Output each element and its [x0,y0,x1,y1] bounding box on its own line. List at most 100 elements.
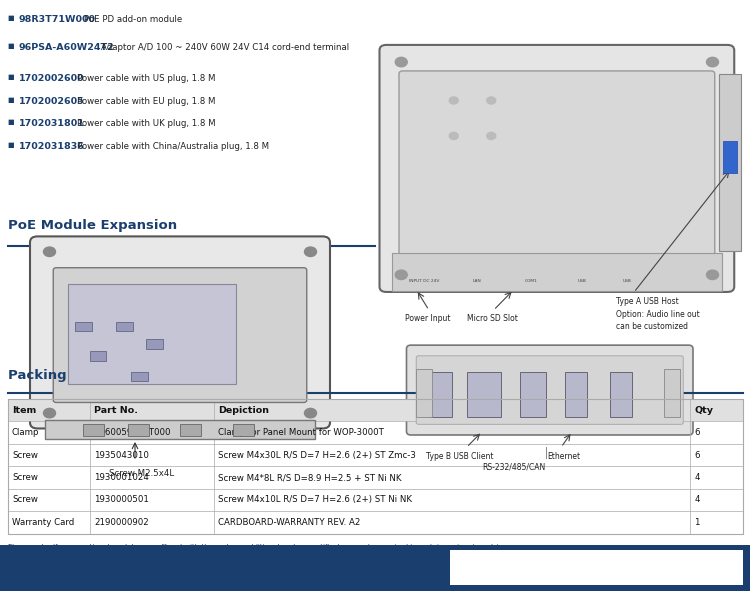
Text: Screw: Screw [12,450,38,460]
Text: Packing List: Packing List [8,369,98,382]
Text: Part No.: Part No. [94,405,139,415]
Text: Depiction: Depiction [218,405,269,415]
Text: 1960059571T000: 1960059571T000 [94,428,171,437]
Text: Screw: Screw [12,495,38,505]
Text: 1702031836: 1702031836 [19,142,85,151]
Text: Item: Item [12,405,36,415]
Bar [718,74,741,251]
Text: Type A USB Host: Type A USB Host [616,297,680,306]
Bar [8,399,742,534]
Text: Qty: Qty [694,405,713,415]
Text: Clamp for Panel Mount for WOP-3000T: Clamp for Panel Mount for WOP-3000T [218,428,384,437]
Text: Please note: If some optional modules are offered with the system, additional sy: Please note: If some optional modules ar… [8,544,509,550]
Text: 1930001024: 1930001024 [94,473,149,482]
Circle shape [304,247,316,256]
Bar [520,372,546,417]
Bar [180,424,201,436]
FancyBboxPatch shape [380,45,734,292]
Circle shape [44,408,55,418]
Text: 4: 4 [694,495,700,505]
FancyBboxPatch shape [75,322,92,331]
Text: Screw M4x10L R/S D=7 H=2.6 (2+) ST Ni NK: Screw M4x10L R/S D=7 H=2.6 (2+) ST Ni NK [218,495,412,505]
Text: can be customized: can be customized [616,322,688,331]
FancyBboxPatch shape [406,345,693,435]
Text: 2190000902: 2190000902 [94,518,149,527]
Circle shape [706,57,718,67]
Text: 96PSA-A60W24T2: 96PSA-A60W24T2 [19,43,115,52]
Circle shape [487,132,496,139]
Text: Type B USB Client: Type B USB Client [426,452,494,460]
FancyBboxPatch shape [416,356,683,424]
Text: RS-232/485/CAN: RS-232/485/CAN [482,462,545,471]
Text: ■: ■ [8,43,14,49]
Text: 1: 1 [694,518,700,527]
Circle shape [44,247,55,256]
Text: Adaptor A/D 100 ~ 240V 60W 24V C14 cord-end terminal: Adaptor A/D 100 ~ 240V 60W 24V C14 cord-… [101,43,350,52]
Text: Power cable with EU plug, 1.8 M: Power cable with EU plug, 1.8 M [77,97,216,106]
Text: ■: ■ [8,119,14,125]
Text: 98R3T71W000: 98R3T71W000 [19,15,96,24]
Bar [82,424,104,436]
Bar [430,372,452,417]
FancyBboxPatch shape [30,236,330,428]
Circle shape [304,408,316,418]
Bar [0,545,750,591]
Text: www.advantech.com/products: www.advantech.com/products [461,563,609,573]
Text: INPUT DC 24V: INPUT DC 24V [409,279,440,283]
Bar [8,399,742,421]
Text: 4: 4 [694,473,700,482]
Text: Micro SD Slot: Micro SD Slot [467,314,518,323]
FancyBboxPatch shape [68,284,236,384]
Text: Warranty Card: Warranty Card [12,518,74,527]
Text: LAN: LAN [472,279,482,283]
Text: ■: ■ [8,97,14,103]
Circle shape [449,97,458,104]
Text: 1702002605: 1702002605 [19,97,84,106]
FancyBboxPatch shape [116,322,133,331]
Bar [416,369,432,417]
Text: 6: 6 [694,450,700,460]
Text: Screw M4*8L R/S D=8.9 H=2.5 + ST Ni NK: Screw M4*8L R/S D=8.9 H=2.5 + ST Ni NK [218,473,402,482]
Text: 1930000501: 1930000501 [94,495,149,505]
Circle shape [395,270,407,280]
Text: ■: ■ [8,142,14,148]
FancyBboxPatch shape [90,351,106,361]
FancyBboxPatch shape [146,339,163,349]
Text: USB: USB [622,279,632,283]
Bar [723,141,736,173]
Text: Power cable with China/Australia plug, 1.8 M: Power cable with China/Australia plug, 1… [77,142,269,151]
Text: Please contact Advantech for certificate compliance.: Please contact Advantech for certificate… [8,560,192,566]
Bar [610,372,632,417]
Text: COM1: COM1 [525,279,538,283]
Text: PoE PD add-on module: PoE PD add-on module [84,15,183,24]
Circle shape [395,57,407,67]
Text: Ethernet: Ethernet [548,452,580,460]
Bar [128,424,148,436]
Text: 1935043010: 1935043010 [94,450,149,460]
Text: USB: USB [578,279,586,283]
FancyBboxPatch shape [399,71,715,257]
Text: 1702031801: 1702031801 [19,119,85,128]
Text: Option: Audio line out: Option: Audio line out [616,310,701,319]
Bar [450,550,742,585]
Text: ■: ■ [8,15,14,21]
Bar [467,372,501,417]
Text: Power Input: Power Input [405,314,451,323]
Bar [232,424,254,436]
Text: Power cable with US plug, 1.8 M: Power cable with US plug, 1.8 M [77,74,216,83]
Bar [392,253,722,291]
Text: ■: ■ [8,74,14,80]
Text: Screw: Screw [12,473,38,482]
Text: 6: 6 [694,428,700,437]
Text: Clamp: Clamp [12,428,40,437]
Bar [45,420,315,439]
Text: Screw M4x30L R/S D=7 H=2.6 (2+) ST Zmc-3: Screw M4x30L R/S D=7 H=2.6 (2+) ST Zmc-3 [218,450,416,460]
Text: Power cable with UK plug, 1.8 M: Power cable with UK plug, 1.8 M [77,119,216,128]
FancyBboxPatch shape [53,268,307,402]
Circle shape [487,97,496,104]
Text: Online Download: Online Download [335,563,435,573]
Circle shape [706,270,718,280]
Bar [664,369,680,417]
FancyBboxPatch shape [131,372,148,381]
Circle shape [449,132,458,139]
